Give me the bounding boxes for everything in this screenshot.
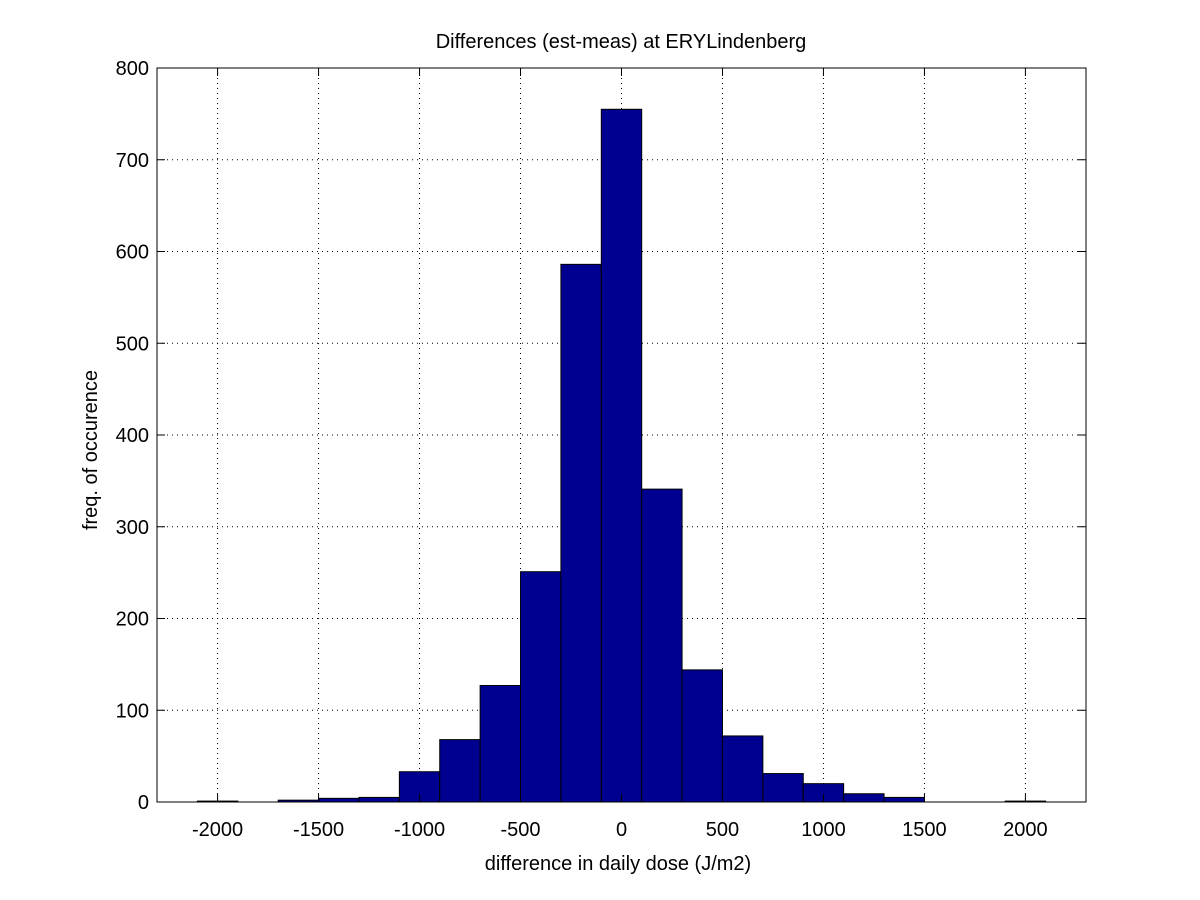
histogram-bar <box>600 108 643 803</box>
histogram-bar <box>318 797 360 803</box>
histogram-bar <box>560 263 602 803</box>
histogram-bar <box>883 796 925 803</box>
x-axis-label: difference in daily dose (J/m2) <box>485 853 751 875</box>
y-tick-label: 600 <box>116 242 149 264</box>
histogram-bar <box>479 684 522 803</box>
histogram-bar <box>843 793 885 803</box>
x-tick-label: -1500 <box>293 819 344 841</box>
y-tick-label: 500 <box>116 333 149 355</box>
y-axis-label: freq. of occurence <box>80 370 102 530</box>
x-tick-label: 500 <box>706 819 739 841</box>
x-tick-label: 1500 <box>902 819 947 841</box>
histogram-bar <box>520 571 562 803</box>
x-tick-label: -2000 <box>192 819 243 841</box>
axis-ticks <box>157 67 1086 803</box>
y-tick-label: 0 <box>138 792 149 814</box>
x-axis-tick-labels: -2000 -1500 -1000 -500 0 500 1000 1500 2000 <box>192 819 1048 841</box>
y-axis-tick-labels: 0 100 200 300 400 500 600 700 800 <box>116 58 149 814</box>
y-tick-label: 700 <box>116 150 149 172</box>
y-tick-label: 300 <box>116 517 149 539</box>
histogram-bar <box>358 796 400 803</box>
x-tick-label: 2000 <box>1003 819 1048 841</box>
x-tick-label: -1000 <box>394 819 445 841</box>
histogram-bar <box>762 773 804 803</box>
y-tick-label: 200 <box>116 609 149 631</box>
histogram-bar <box>721 735 764 803</box>
x-tick-label: -500 <box>501 819 541 841</box>
histogram-bar <box>641 488 683 803</box>
x-tick-label: 0 <box>616 819 627 841</box>
histogram-bar <box>439 739 481 803</box>
histogram-bar <box>681 669 723 803</box>
y-tick-label: 800 <box>116 58 149 80</box>
y-tick-label: 100 <box>116 700 149 722</box>
x-tick-label: 1000 <box>801 819 846 841</box>
histogram-bars <box>196 108 1047 803</box>
y-tick-label: 400 <box>116 425 149 447</box>
chart-title: Differences (est-meas) at ERYLindenberg <box>436 31 807 53</box>
